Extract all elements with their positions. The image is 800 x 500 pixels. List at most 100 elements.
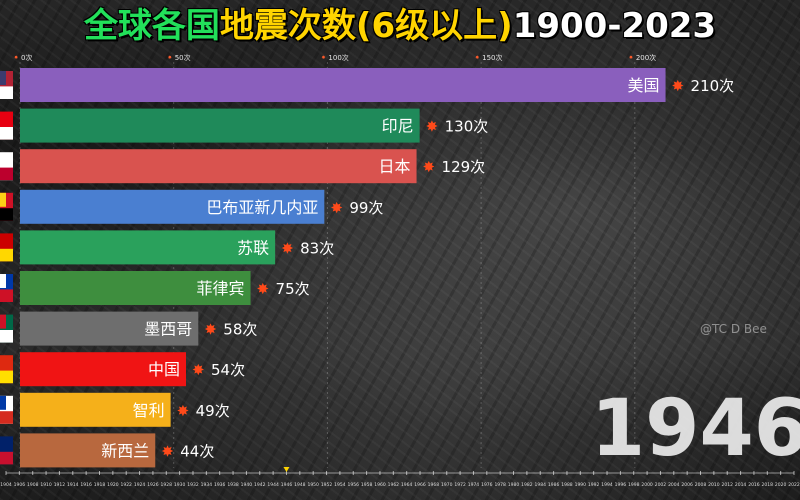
bar-category-label: 巴布亚新几内亚 bbox=[206, 198, 318, 217]
timeline-year-label: 1970 bbox=[441, 482, 453, 488]
flag-stripe bbox=[0, 330, 13, 343]
timeline-year-label: 2016 bbox=[748, 482, 760, 488]
timeline-year-label: 2010 bbox=[708, 482, 720, 488]
year-counter: 1946 bbox=[590, 384, 800, 474]
timeline-year-label: 1908 bbox=[27, 482, 39, 488]
bar-value-label: 75次 bbox=[276, 280, 310, 298]
timeline-year-label: 1968 bbox=[428, 482, 440, 488]
timeline-year-label: 1936 bbox=[214, 482, 226, 488]
title-part-3: 1900-2023 bbox=[512, 6, 717, 46]
timeline-year-label: 1924 bbox=[134, 482, 146, 488]
title-part-1: 全球各国 bbox=[83, 6, 220, 46]
explosion-icon: ✸ bbox=[426, 118, 439, 136]
flag-canton bbox=[0, 71, 6, 85]
timeline-year-label: 1962 bbox=[388, 482, 400, 488]
timeline-year-label: 2008 bbox=[695, 482, 707, 488]
timeline-year-label: 1998 bbox=[628, 482, 640, 488]
bar-value-label: 54次 bbox=[211, 361, 245, 379]
timeline-year-label: 1982 bbox=[521, 482, 533, 488]
timeline-year-label: 1932 bbox=[187, 482, 199, 488]
timeline-year-label: 2004 bbox=[668, 482, 680, 488]
bar-value-label: 83次 bbox=[300, 239, 334, 257]
explosion-icon: ✸ bbox=[204, 321, 217, 339]
timeline-year-label: 1928 bbox=[161, 482, 173, 488]
timeline-year-label: 1950 bbox=[307, 482, 319, 488]
timeline-year-label: 1948 bbox=[294, 482, 306, 488]
flag-stripe bbox=[0, 167, 13, 181]
timeline-year-label: 1916 bbox=[80, 482, 92, 488]
bar-value-label: 210次 bbox=[691, 77, 735, 95]
explosion-icon: ✸ bbox=[281, 239, 294, 257]
tick-marker-icon: ✸ bbox=[629, 55, 633, 61]
explosion-icon: ✸ bbox=[257, 280, 270, 298]
timeline-year-label: 1938 bbox=[227, 482, 239, 488]
explosion-icon: ✸ bbox=[330, 199, 343, 217]
bar-value-label: 99次 bbox=[349, 199, 383, 217]
bar-category-label: 日本 bbox=[379, 157, 411, 176]
tick-marker-icon: ✸ bbox=[168, 55, 172, 61]
explosion-icon: ✸ bbox=[423, 158, 436, 176]
timeline-cursor-icon bbox=[283, 467, 290, 472]
timeline-year-label: 2002 bbox=[655, 482, 667, 488]
timeline-year-label: 1904 bbox=[0, 482, 12, 488]
bar-category-label: 中国 bbox=[148, 360, 180, 379]
timeline-year-label: 1992 bbox=[588, 482, 600, 488]
timeline-year-label: 2012 bbox=[721, 482, 733, 488]
flag-stripe bbox=[0, 370, 13, 384]
bar bbox=[20, 271, 251, 305]
timeline-year-label: 1914 bbox=[67, 482, 79, 488]
timeline-year-label: 1956 bbox=[348, 482, 360, 488]
timeline-year-label: 1978 bbox=[494, 482, 506, 488]
flag-stripe bbox=[0, 411, 13, 424]
bar-category-label: 苏联 bbox=[237, 238, 269, 257]
chart-title: 全球各国地震次数(6级以上)1900-2023 bbox=[0, 2, 800, 50]
bar bbox=[20, 68, 666, 102]
explosion-icon: ✸ bbox=[672, 77, 685, 95]
bar-value-label: 44次 bbox=[180, 442, 214, 460]
bar bbox=[20, 108, 420, 143]
bar bbox=[20, 433, 156, 468]
timeline-year-label: 1942 bbox=[254, 482, 266, 488]
bar-category-label: 菲律宾 bbox=[197, 279, 245, 298]
timeline-year-label: 1910 bbox=[40, 482, 52, 488]
timeline-year-label: 1920 bbox=[107, 482, 119, 488]
bar bbox=[20, 392, 171, 427]
timeline-year-label: 1972 bbox=[454, 482, 466, 488]
timeline-year-label: 1946 bbox=[281, 482, 293, 488]
flag-stripe bbox=[0, 451, 13, 465]
timeline-year-label: 1974 bbox=[468, 482, 480, 488]
timeline-year-label: 1926 bbox=[147, 482, 159, 488]
timeline-year-label: 2000 bbox=[641, 482, 653, 488]
watermark: @TC D Bee bbox=[700, 322, 767, 336]
explosion-icon: ✸ bbox=[192, 361, 205, 379]
explosion-icon: ✸ bbox=[161, 442, 174, 460]
tick-marker-icon: ✸ bbox=[14, 55, 18, 61]
flag-canton bbox=[0, 395, 6, 410]
timeline-year-label: 1990 bbox=[575, 482, 587, 488]
flag-stripe bbox=[0, 86, 13, 99]
timeline-year-label: 1930 bbox=[174, 482, 186, 488]
timeline-year-label: 1922 bbox=[120, 482, 132, 488]
bar bbox=[20, 311, 199, 346]
bar-category-label: 墨西哥 bbox=[144, 320, 192, 339]
timeline-year-label: 1906 bbox=[14, 482, 26, 488]
flag-canton bbox=[0, 274, 6, 288]
bar-value-label: 58次 bbox=[223, 321, 257, 339]
timeline-year-label: 1996 bbox=[615, 482, 627, 488]
bar bbox=[20, 352, 186, 387]
x-tick-label: 50次 bbox=[175, 53, 191, 62]
flag-stripe bbox=[0, 248, 13, 262]
x-tick-label: 150次 bbox=[482, 53, 502, 62]
bar-category-label: 美国 bbox=[628, 76, 660, 95]
flag-stripe bbox=[0, 289, 13, 302]
tick-marker-icon: ✸ bbox=[321, 55, 325, 61]
timeline-year-label: 1964 bbox=[401, 482, 413, 488]
bar bbox=[20, 189, 325, 224]
bar-category-label: 新西兰 bbox=[101, 441, 149, 460]
bar-value-label: 49次 bbox=[196, 402, 230, 420]
timeline-year-label: 1994 bbox=[601, 482, 613, 488]
title-part-2: 地震次数(6级以上) bbox=[219, 6, 513, 46]
bar-value-label: 130次 bbox=[445, 118, 489, 136]
flag-stripe bbox=[0, 208, 13, 221]
